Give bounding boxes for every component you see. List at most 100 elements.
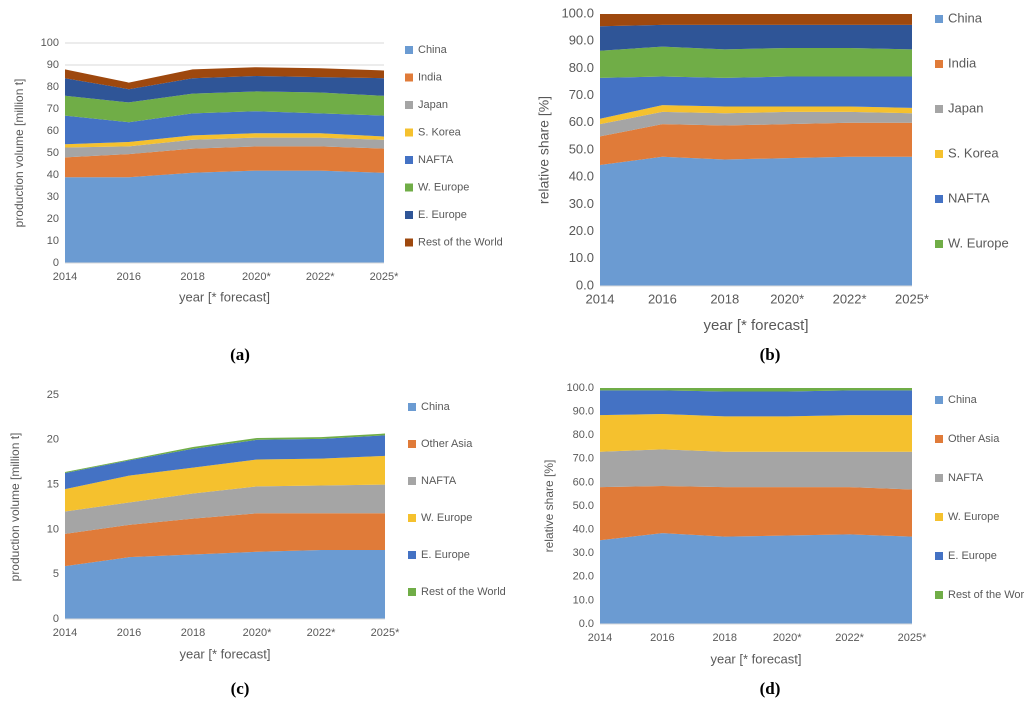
legend-label: China — [948, 10, 983, 25]
y-axis-title: relative share [%] — [542, 460, 556, 553]
x-tick-label: 2025* — [371, 627, 400, 639]
area — [65, 76, 384, 103]
legend-swatch — [408, 588, 416, 596]
legend-label: W. Europe — [948, 235, 1009, 250]
legend-label: China — [418, 44, 448, 56]
area — [600, 390, 912, 417]
area — [65, 111, 384, 145]
legend-swatch — [935, 591, 943, 599]
legend-label: E. Europe — [418, 209, 467, 221]
x-tick-label: 2025* — [895, 291, 929, 306]
x-tick-label: 2020* — [773, 632, 802, 644]
x-tick-label: 2025* — [898, 632, 927, 644]
legend-label: Rest of the World — [418, 236, 503, 248]
legend-label: W. Europe — [948, 511, 999, 523]
y-tick-label: 40.0 — [569, 169, 594, 184]
area — [65, 67, 384, 90]
legend-swatch — [935, 396, 943, 404]
legend-swatch — [405, 156, 413, 164]
legend-swatch — [408, 440, 416, 448]
legend-label: S. Korea — [948, 145, 999, 160]
legend-label: E. Europe — [421, 549, 470, 561]
area — [65, 455, 385, 512]
legend-swatch — [405, 238, 413, 247]
legend-swatch — [408, 514, 416, 522]
area — [600, 156, 912, 286]
y-tick-label: 15 — [47, 479, 59, 491]
legend-label: NAFTA — [421, 475, 457, 487]
x-tick-label: 2022* — [306, 271, 335, 283]
y-tick-label: 80.0 — [573, 429, 594, 441]
x-axis-title: year [* forecast] — [179, 646, 270, 661]
legend-label: W. Europe — [418, 181, 469, 193]
y-tick-label: 5 — [53, 568, 59, 580]
y-axis-title: relative share [%] — [536, 96, 552, 204]
area — [65, 550, 385, 619]
legend-swatch — [935, 150, 943, 158]
x-tick-label: 2014 — [53, 627, 77, 639]
y-tick-label: 50 — [47, 147, 59, 159]
x-tick-label: 2020* — [770, 291, 804, 306]
legend-swatch — [405, 211, 413, 219]
x-tick-label: 2016 — [650, 632, 674, 644]
y-tick-label: 0 — [53, 257, 59, 269]
legend-label: China — [421, 401, 451, 413]
caption: (a) — [230, 345, 250, 364]
y-tick-label: 20 — [47, 213, 59, 225]
legend-label: China — [948, 394, 978, 406]
legend-swatch — [935, 195, 943, 203]
y-tick-label: 50.0 — [573, 500, 594, 512]
x-tick-label: 2014 — [53, 271, 77, 283]
area — [600, 533, 912, 624]
area — [65, 146, 384, 178]
y-axis-title: production volume [million t] — [12, 79, 26, 228]
legend-swatch — [935, 15, 943, 23]
y-tick-label: 40 — [47, 169, 59, 181]
area — [65, 513, 385, 567]
legend-swatch — [405, 46, 413, 54]
legend-label: Other Asia — [421, 438, 473, 450]
x-tick-label: 2016 — [117, 627, 141, 639]
area — [600, 449, 912, 490]
y-tick-label: 10.0 — [573, 594, 594, 606]
y-tick-label: 0 — [53, 613, 59, 625]
area — [600, 105, 912, 125]
area — [65, 484, 385, 534]
area — [600, 76, 912, 119]
y-tick-label: 70.0 — [573, 453, 594, 465]
legend-label: Rest of the World — [421, 586, 506, 598]
area — [65, 137, 384, 158]
legend-swatch — [935, 513, 943, 521]
y-tick-label: 10.0 — [569, 250, 594, 265]
y-tick-label: 60.0 — [573, 476, 594, 488]
y-tick-label: 25 — [47, 389, 59, 401]
legend-swatch — [935, 552, 943, 560]
x-tick-label: 2022* — [307, 627, 336, 639]
y-tick-label: 20.0 — [569, 223, 594, 238]
legend-swatch — [408, 477, 416, 485]
y-tick-label: 80.0 — [569, 60, 594, 75]
x-tick-label: 2020* — [242, 271, 271, 283]
legend-swatch — [935, 435, 943, 443]
y-tick-label: 30.0 — [573, 547, 594, 559]
x-tick-label: 2016 — [648, 291, 677, 306]
area — [600, 14, 912, 27]
x-axis-title: year [* forecast] — [710, 651, 801, 666]
x-tick-label: 2018 — [180, 271, 204, 283]
legend-swatch — [405, 183, 413, 192]
caption: (b) — [760, 345, 781, 364]
area — [65, 170, 384, 263]
area — [600, 388, 912, 392]
y-tick-label: 10 — [47, 235, 59, 247]
area — [65, 435, 385, 490]
y-tick-label: 90 — [47, 59, 59, 71]
x-tick-label: 2018 — [713, 632, 737, 644]
legend-swatch — [935, 474, 943, 482]
y-tick-label: 100 — [41, 37, 59, 49]
area — [600, 111, 912, 137]
y-tick-label: 100.0 — [561, 5, 594, 20]
legend-label: W. Europe — [421, 512, 472, 524]
y-tick-label: 60.0 — [569, 114, 594, 129]
legend-label: S. Korea — [418, 126, 462, 138]
area — [600, 46, 912, 78]
